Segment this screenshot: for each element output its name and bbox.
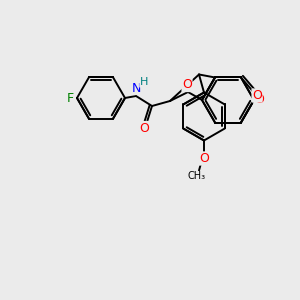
Text: O: O [254,94,264,106]
Text: H: H [140,77,148,87]
Text: F: F [66,92,74,104]
Text: O: O [199,152,209,165]
Text: N: N [131,82,141,94]
Text: CH₃: CH₃ [188,172,206,182]
Text: O: O [252,89,262,102]
Text: O: O [182,79,192,92]
Text: O: O [139,122,149,134]
